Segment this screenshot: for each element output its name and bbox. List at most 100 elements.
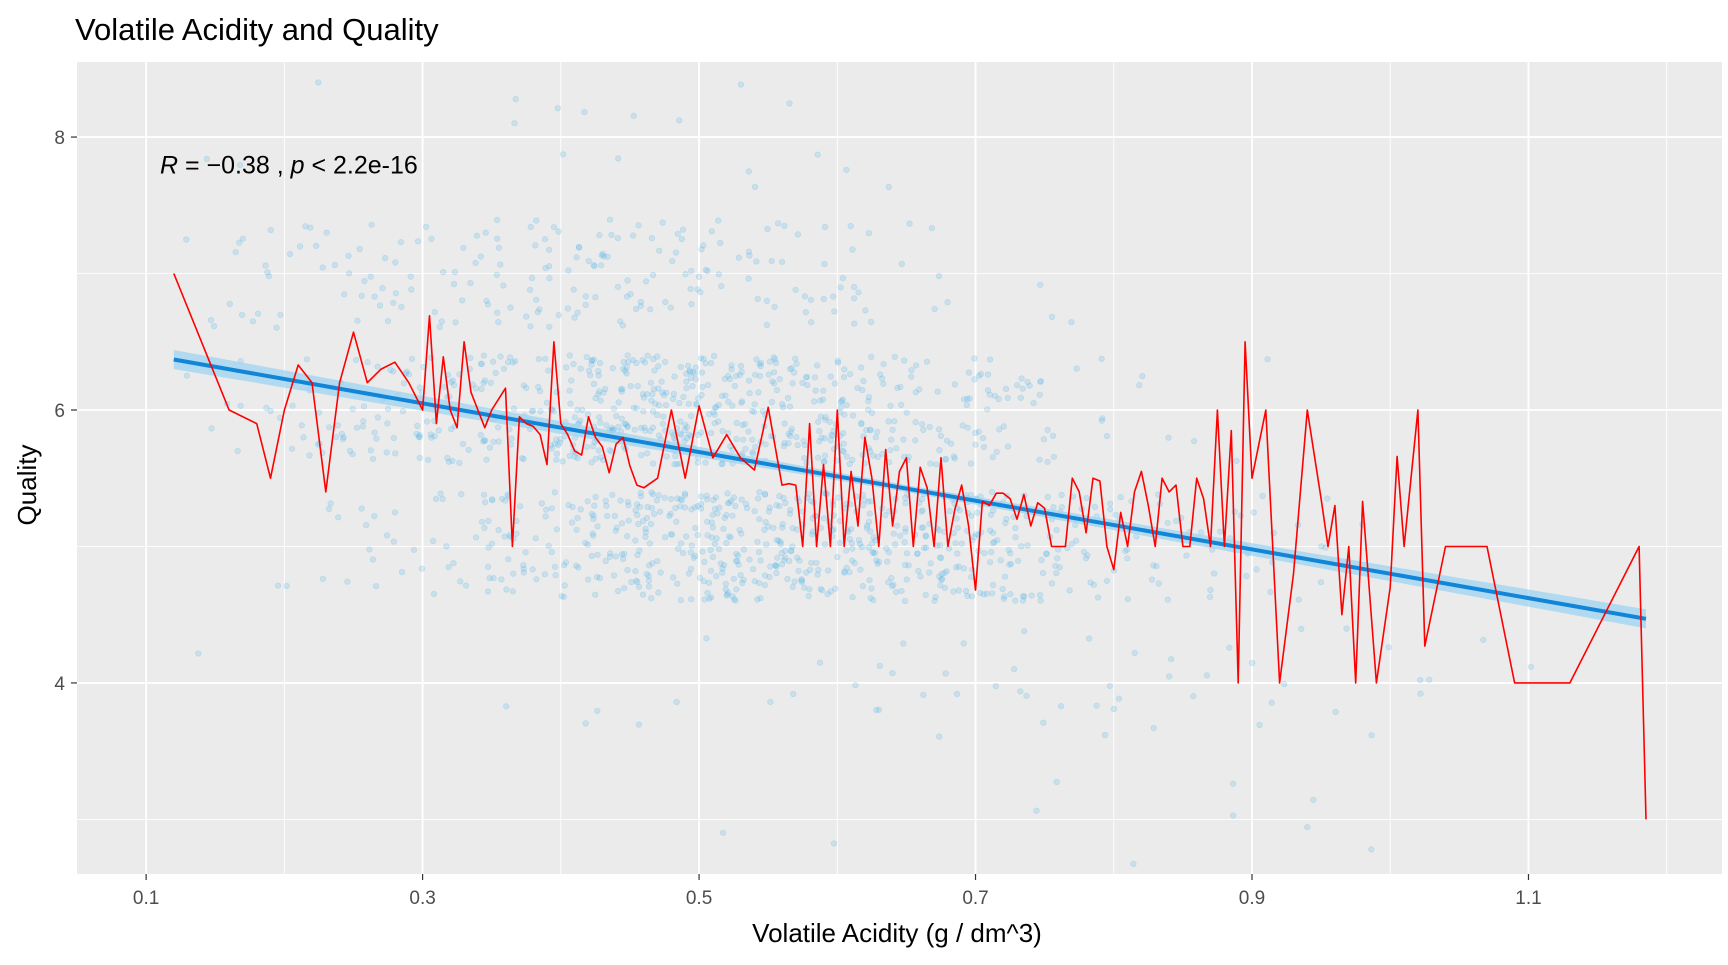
data-point: [859, 386, 866, 394]
data-point: [868, 353, 875, 360]
data-point: [805, 592, 812, 600]
data-point: [755, 389, 762, 396]
data-point: [1167, 656, 1175, 663]
data-point: [553, 526, 560, 533]
data-point: [1267, 588, 1274, 596]
data-point: [863, 525, 871, 532]
data-point: [639, 391, 646, 398]
data-point: [647, 427, 654, 435]
data-point: [707, 594, 715, 601]
data-point: [817, 585, 824, 593]
data-point: [428, 434, 435, 441]
data-point: [1318, 543, 1325, 550]
data-point: [610, 405, 618, 412]
data-point: [792, 286, 799, 294]
data-point: [730, 494, 738, 501]
data-point: [207, 317, 215, 324]
data-point: [509, 588, 517, 595]
data-point: [673, 698, 680, 706]
data-point: [554, 105, 561, 112]
data-point: [847, 371, 854, 378]
data-point: [569, 503, 576, 511]
data-point: [323, 229, 330, 236]
data-point: [968, 512, 975, 519]
data-point: [819, 396, 827, 403]
data-point: [592, 395, 599, 402]
data-point: [851, 559, 858, 567]
data-point: [633, 501, 641, 508]
data-point: [951, 455, 958, 462]
data-point: [1310, 796, 1317, 803]
data-point: [1368, 846, 1375, 853]
data-point: [858, 420, 865, 427]
data-point: [618, 551, 626, 558]
data-point: [390, 299, 397, 306]
data-point: [592, 294, 599, 301]
data-point: [649, 391, 656, 398]
data-point: [793, 360, 800, 367]
data-point: [708, 228, 715, 235]
data-point: [787, 506, 794, 514]
data-point: [532, 535, 539, 542]
data-point: [481, 377, 489, 384]
data-point: [813, 362, 821, 369]
data-point: [349, 405, 356, 413]
data-point: [834, 359, 842, 366]
data-point: [527, 223, 534, 231]
data-point: [560, 593, 567, 600]
data-point: [1098, 355, 1105, 362]
data-point: [837, 399, 844, 406]
data-point: [634, 383, 641, 390]
data-point: [690, 554, 697, 561]
data-point: [571, 453, 578, 460]
data-point: [566, 452, 573, 460]
data-point: [790, 369, 798, 376]
data-point: [902, 494, 909, 502]
data-point: [787, 548, 795, 555]
data-point: [698, 391, 705, 399]
data-point: [956, 507, 963, 514]
data-point: [884, 558, 891, 565]
data-point: [640, 394, 648, 401]
data-point: [889, 426, 896, 433]
data-point: [633, 577, 640, 584]
data-point: [859, 502, 867, 509]
data-point: [912, 419, 919, 426]
data-point: [486, 444, 494, 451]
data-point: [750, 450, 757, 457]
data-point: [718, 460, 725, 468]
data-point: [1090, 581, 1097, 588]
data-point: [849, 456, 856, 464]
data-point: [711, 411, 718, 418]
data-point: [203, 155, 210, 162]
data-point: [885, 418, 892, 425]
data-point: [917, 573, 924, 580]
data-point: [993, 448, 1000, 455]
data-point: [597, 419, 604, 426]
data-point: [619, 322, 626, 329]
data-point: [431, 309, 438, 316]
data-point: [784, 394, 792, 402]
data-point: [776, 503, 783, 510]
data-point: [733, 586, 740, 593]
data-point: [824, 590, 831, 598]
data-point: [512, 358, 519, 365]
data-point: [850, 295, 858, 302]
data-point: [625, 358, 632, 366]
data-point: [480, 352, 488, 359]
data-point: [821, 261, 828, 268]
data-point: [592, 493, 599, 501]
data-point: [832, 585, 839, 592]
data-point: [555, 228, 562, 235]
data-point: [987, 527, 994, 534]
data-point: [602, 497, 609, 505]
data-point: [376, 302, 384, 309]
data-point: [573, 526, 580, 533]
data-point: [358, 505, 365, 512]
data-point: [778, 561, 786, 568]
data-point: [596, 574, 604, 582]
data-point: [390, 368, 397, 375]
data-point: [503, 586, 510, 593]
data-point: [850, 283, 858, 291]
data-point: [755, 579, 763, 587]
